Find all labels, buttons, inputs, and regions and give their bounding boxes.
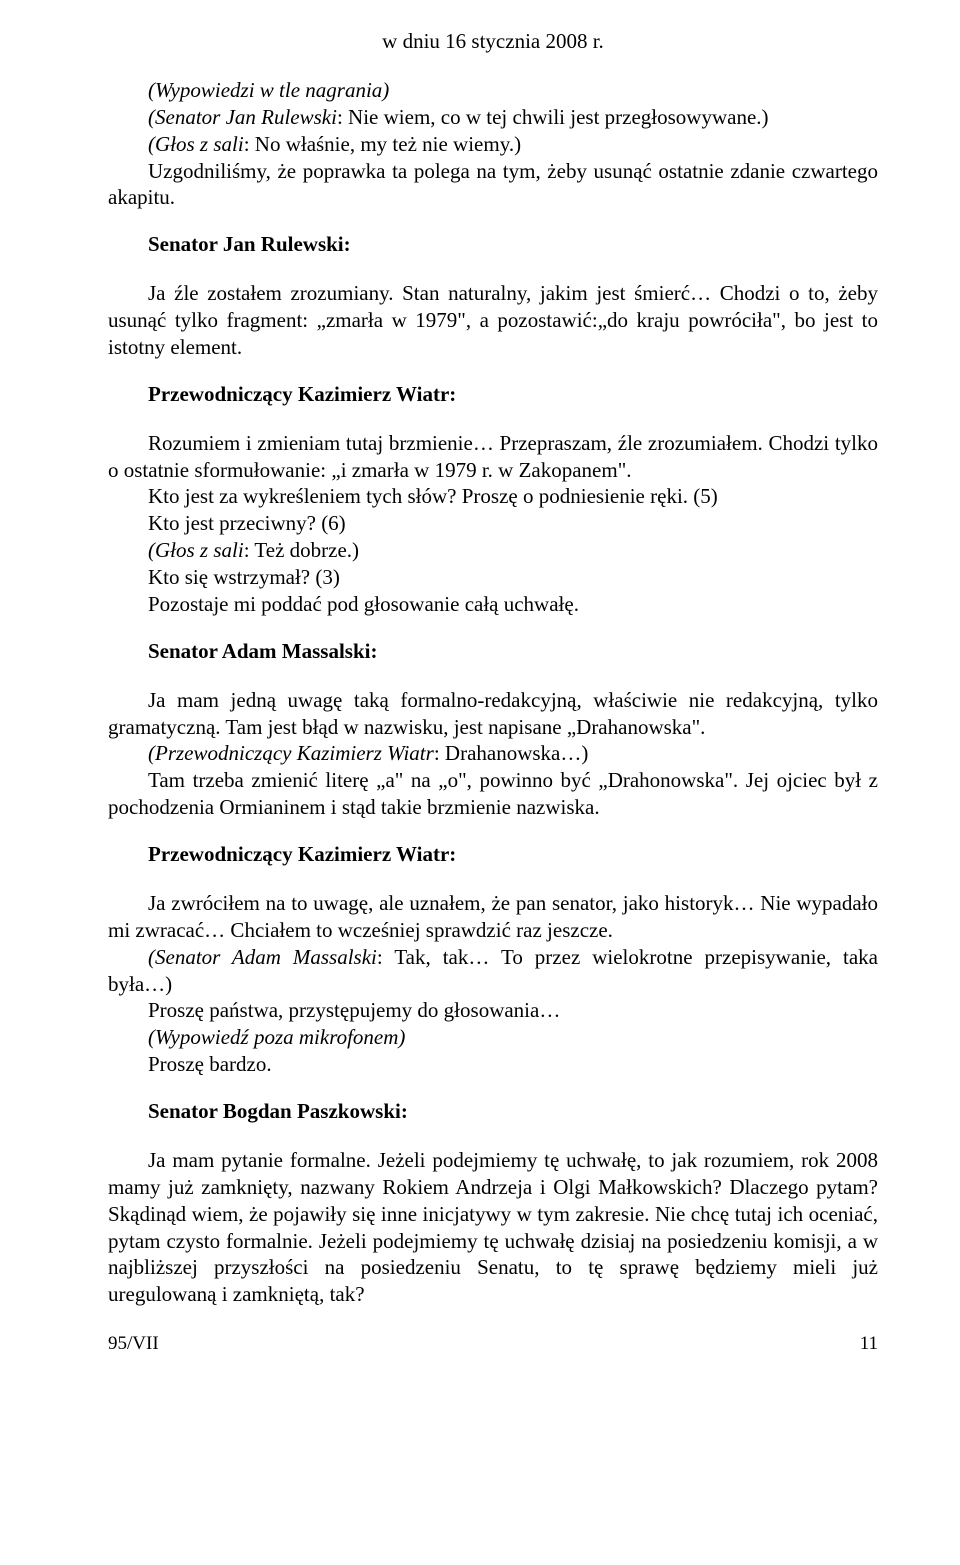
p5-line-d: (Wypowiedź poza mikrofonem) xyxy=(108,1024,878,1051)
paragraph-2: Ja źle zostałem zrozumiany. Stan natural… xyxy=(108,280,878,361)
aside-voice-from-hall: (Głos z sali: No właśnie, my też nie wie… xyxy=(108,131,878,158)
aside-speaker-text: : No właśnie, my też nie wiemy.) xyxy=(244,132,521,156)
aside-speaker-name: (Senator Jan Rulewski xyxy=(148,105,337,129)
paragraph-4: Ja mam jedną uwagę taką formalno-redakcy… xyxy=(108,687,878,821)
footer-page-number: 11 xyxy=(860,1332,878,1356)
paragraph-5: Ja zwróciłem na to uwagę, ale uznałem, ż… xyxy=(108,890,878,1078)
p5-line-a: Ja zwróciłem na to uwagę, ale uznałem, ż… xyxy=(108,890,878,944)
p3-line-f: Pozostaje mi poddać pod głosowanie całą … xyxy=(108,591,878,618)
p4-line-b: (Przewodniczący Kazimierz Wiatr: Drahano… xyxy=(108,740,878,767)
paragraph-3: Rozumiem i zmieniam tutaj brzmienie… Prz… xyxy=(108,430,878,618)
p3-line-e: Kto się wstrzymał? (3) xyxy=(108,564,878,591)
paragraph-6: Ja mam pytanie formalne. Jeżeli podejmie… xyxy=(108,1147,878,1308)
aside-speaker-name: (Przewodniczący Kazimierz Wiatr xyxy=(148,741,434,765)
aside-senator-rulewski: (Senator Jan Rulewski: Nie wiem, co w te… xyxy=(108,104,878,131)
speaker-wiatr-1: Przewodniczący Kazimierz Wiatr: xyxy=(108,381,878,408)
footer-doc-number: 95/VII xyxy=(108,1332,159,1356)
p3-line-d: (Głos z sali: Też dobrze.) xyxy=(108,537,878,564)
page-header-date: w dniu 16 stycznia 2008 r. xyxy=(108,28,878,55)
p3-line-c: Kto jest przeciwny? (6) xyxy=(108,510,878,537)
paragraph-1-body: Uzgodniliśmy, że poprawka ta polega na t… xyxy=(108,158,878,212)
page-footer: 95/VII 11 xyxy=(108,1332,878,1356)
p5-line-e: Proszę bardzo. xyxy=(108,1051,878,1078)
p5-line-b: (Senator Adam Massalski: Tak, tak… To pr… xyxy=(108,944,878,998)
speaker-wiatr-2: Przewodniczący Kazimierz Wiatr: xyxy=(108,841,878,868)
paragraph-1: (Wypowiedzi w tle nagrania) (Senator Jan… xyxy=(108,77,878,211)
p3-line-a: Rozumiem i zmieniam tutaj brzmienie… Prz… xyxy=(108,430,878,484)
p5-line-c: Proszę państwa, przystępujemy do głosowa… xyxy=(108,997,878,1024)
aside-speaker-name: (Głos z sali xyxy=(148,538,244,562)
aside-speaker-text: : Nie wiem, co w tej chwili jest przegło… xyxy=(337,105,769,129)
p4-line-a: Ja mam jedną uwagę taką formalno-redakcy… xyxy=(108,687,878,741)
aside-background-recording: (Wypowiedzi w tle nagrania) xyxy=(108,77,878,104)
aside-speaker-text: : Drahanowska…) xyxy=(434,741,589,765)
speaker-rulewski: Senator Jan Rulewski: xyxy=(108,231,878,258)
p3-line-b: Kto jest za wykreśleniem tych słów? Pros… xyxy=(108,483,878,510)
speaker-massalski: Senator Adam Massalski: xyxy=(108,638,878,665)
speaker-paszkowski: Senator Bogdan Paszkowski: xyxy=(108,1098,878,1125)
p4-line-c: Tam trzeba zmienić literę „a" na „o", po… xyxy=(108,767,878,821)
aside-speaker-name: (Głos z sali xyxy=(148,132,244,156)
aside-speaker-name: (Senator Adam Massalski xyxy=(148,945,377,969)
aside-speaker-text: : Też dobrze.) xyxy=(244,538,359,562)
